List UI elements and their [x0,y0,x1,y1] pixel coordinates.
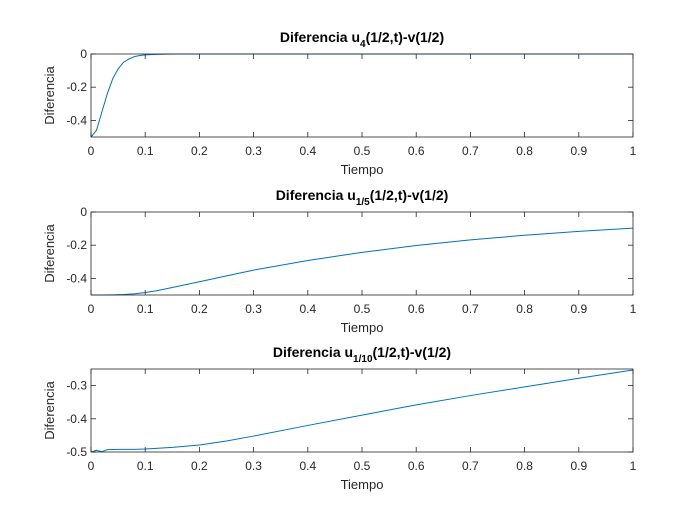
x-tick-label: 0.8 [516,459,533,473]
y-tick-label: -0.2 [66,80,87,94]
plot-area [91,212,633,295]
x-tick-label: 0.7 [462,144,479,158]
chart-title-prefix: Diferencia u [276,187,356,203]
x-axis-label: Tiempo [341,320,384,335]
x-tick-label: 0.3 [245,144,262,158]
x-tick-label: 0.9 [570,144,587,158]
x-tick-label: 1 [630,459,637,473]
x-tick-label: 0.1 [137,302,154,316]
x-tick-label: 0.8 [516,302,533,316]
chart-title-suffix: (1/2,t)-v(1/2) [373,344,452,360]
x-tick-label: 0.4 [299,302,316,316]
x-axis-label: Tiempo [341,477,384,492]
plot-area [91,54,633,137]
x-tick-label: 1 [630,144,637,158]
chart-title-suffix: (1/2,t)-v(1/2) [370,187,449,203]
x-tick-label: 0.9 [570,302,587,316]
x-tick-label: 0.3 [245,302,262,316]
chart-title-prefix: Diferencia u [273,344,353,360]
y-tick-label: 0 [80,47,87,61]
series-line-u1-10 [90,369,634,453]
x-tick-label: 0.1 [137,144,154,158]
y-tick-label: -0.2 [66,238,87,252]
plot-area [91,369,633,452]
x-tick-label: 0.7 [462,459,479,473]
x-tick-label: 0.5 [354,459,371,473]
x-tick-label: 0.2 [191,302,208,316]
x-tick-label: 0.3 [245,459,262,473]
x-tick-label: 0.1 [137,459,154,473]
x-tick-label: 0.6 [408,144,425,158]
y-tick-label: -0.4 [66,271,87,285]
chart-3: 0 0.1 0.2 0.3 0.4 0.5 0.6 0.7 0.8 0.9 1 -0.5 -0.4 -0.… [42,344,637,492]
y-tick-label: -0.5 [66,445,87,459]
x-tick-label: 0.7 [462,302,479,316]
x-tick-label: 0 [88,302,95,316]
chart-title-subscript: 1/5 [356,197,370,208]
series-line-u1-5 [91,227,634,296]
chart-title-suffix: (1/2,t)-v(1/2) [366,29,445,45]
y-axis-label: Diferencia [42,223,57,282]
x-tick-label: 0 [88,144,95,158]
x-tick-label: 0.9 [570,459,587,473]
x-tick-label: 0.6 [408,459,425,473]
chart-title-subscript: 1/10 [353,354,373,365]
x-tick-label: 1 [630,302,637,316]
x-tick-label: 0 [88,459,95,473]
x-tick-label: 0.2 [191,459,208,473]
y-tick-label: -0.4 [66,412,87,426]
x-tick-label: 0.5 [354,302,371,316]
chart-title-prefix: Diferencia u [280,29,360,45]
x-tick-label: 0.4 [299,144,316,158]
y-axis-label: Diferencia [42,380,57,439]
x-tick-label: 0.6 [408,302,425,316]
x-tick-label: 0.4 [299,459,316,473]
x-tick-label: 0.8 [516,144,533,158]
chart-title: Diferencia u1/5(1/2,t)-v(1/2) [276,187,449,208]
chart-title: Diferencia u1/10(1/2,t)-v(1/2) [273,344,451,365]
y-tick-label: -0.4 [66,113,87,127]
x-tick-label: 0.2 [191,144,208,158]
chart-1: 0 0.1 0.2 0.3 0.4 0.5 0.6 0.7 0.8 0.9 1 -0.4 -0.2 0 Ti… [42,29,637,177]
chart-title-subscript: 4 [360,39,366,50]
chart-title: Diferencia u4(1/2,t)-v(1/2) [280,29,444,50]
x-tick-label: 0.5 [354,144,371,158]
chart-2: 0 0.1 0.2 0.3 0.4 0.5 0.6 0.7 0.8 0.9 1 -0.4 -0.2 0 Ti… [42,187,637,335]
y-tick-label: -0.3 [66,379,87,393]
y-tick-label: 0 [80,205,87,219]
x-axis-label: Tiempo [341,162,384,177]
y-axis-label: Diferencia [42,65,57,124]
